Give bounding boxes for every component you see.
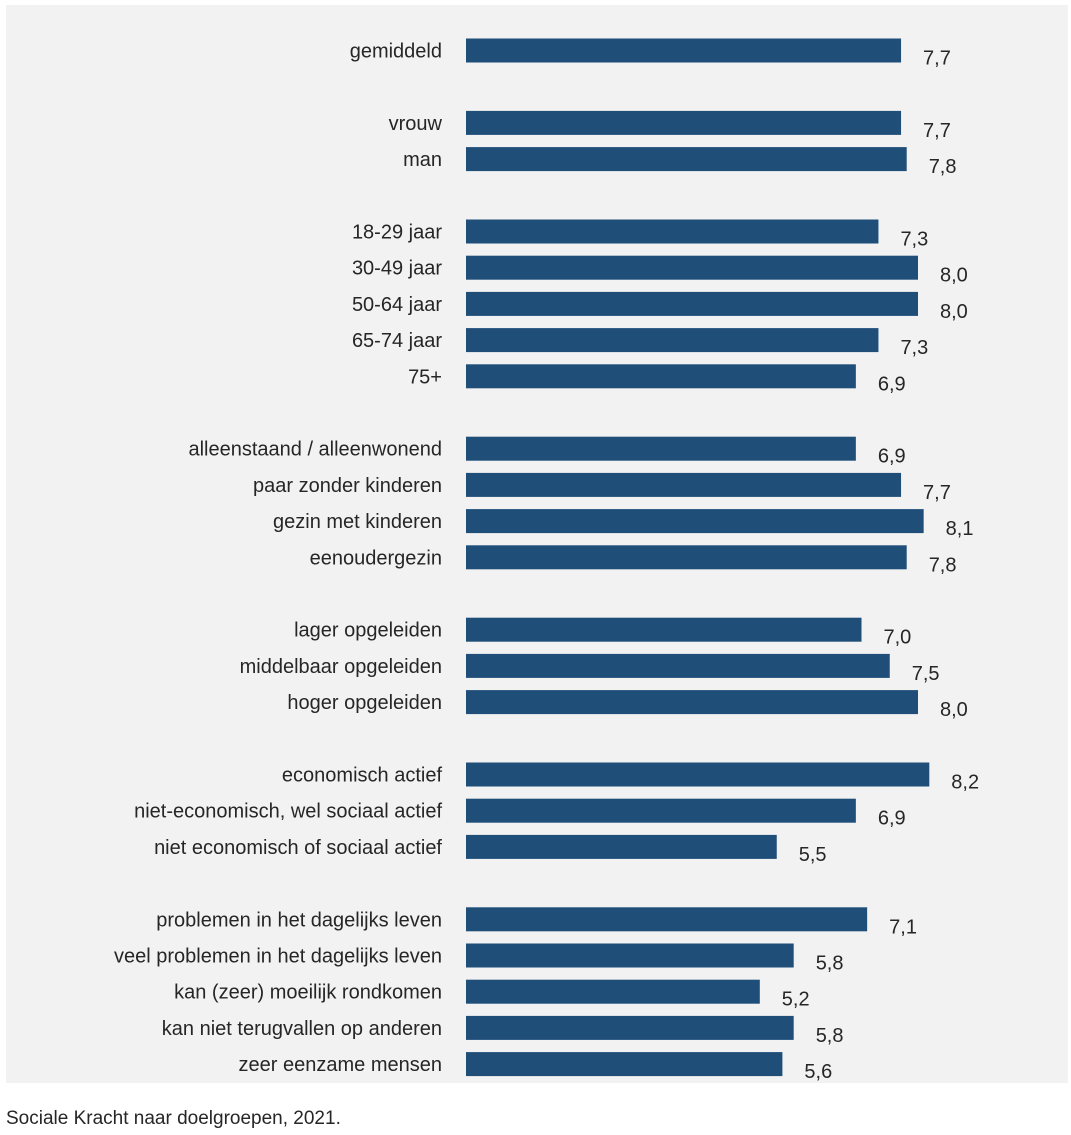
category-label: zeer eenzame mensen bbox=[239, 1054, 442, 1076]
bar bbox=[466, 328, 879, 353]
value-label: 7,5 bbox=[912, 663, 940, 685]
value-label: 6,9 bbox=[878, 808, 906, 830]
value-label: 8,0 bbox=[940, 699, 968, 721]
value-label: 8,2 bbox=[951, 772, 979, 794]
category-label: problemen in het dagelijks leven bbox=[156, 909, 442, 931]
bar bbox=[466, 255, 918, 280]
bar bbox=[466, 472, 902, 497]
bar bbox=[466, 943, 794, 968]
category-label: kan niet terugvallen op anderen bbox=[162, 1018, 442, 1040]
category-label: alleenstaand / alleenwonend bbox=[188, 439, 442, 461]
value-label: 7,7 bbox=[923, 482, 951, 504]
bar bbox=[466, 690, 918, 715]
category-label: niet economisch of sociaal actief bbox=[154, 837, 442, 859]
value-label: 8,0 bbox=[940, 265, 968, 287]
bar bbox=[466, 436, 856, 461]
category-label: 65-74 jaar bbox=[352, 330, 442, 352]
category-label: gezin met kinderen bbox=[273, 511, 442, 533]
bar bbox=[466, 110, 902, 135]
value-label: 7,0 bbox=[884, 627, 912, 649]
bar bbox=[466, 364, 856, 389]
value-label: 7,3 bbox=[900, 337, 928, 359]
bar bbox=[466, 1052, 783, 1077]
category-label: kan (zeer) moeilijk rondkomen bbox=[174, 982, 442, 1004]
bar bbox=[466, 219, 879, 244]
value-label: 5,8 bbox=[816, 953, 844, 975]
value-label: 7,7 bbox=[923, 48, 951, 70]
value-label: 6,9 bbox=[878, 373, 906, 395]
bar bbox=[466, 617, 862, 642]
category-label: 50-64 jaar bbox=[352, 294, 442, 316]
bar bbox=[466, 38, 902, 63]
chart-caption: Sociale Kracht naar doelgroepen, 2021. bbox=[6, 1108, 341, 1129]
value-label: 7,3 bbox=[900, 229, 928, 251]
value-label: 7,1 bbox=[889, 916, 917, 938]
value-label: 5,5 bbox=[799, 844, 827, 866]
category-label: gemiddeld bbox=[350, 41, 442, 63]
category-label: hoger opgeleiden bbox=[287, 692, 442, 714]
category-label: lager opgeleiden bbox=[294, 620, 442, 642]
category-label: 75+ bbox=[408, 366, 442, 388]
bar bbox=[466, 1015, 794, 1040]
category-label: 30-49 jaar bbox=[352, 258, 442, 280]
category-label: niet-economisch, wel sociaal actief bbox=[134, 801, 442, 823]
category-label: veel problemen in het dagelijks leven bbox=[114, 946, 442, 968]
chart-panel: gemiddeld 7,7 vrouw 7,7 man 7,8 18-29 jaar 7,3 3… bbox=[6, 5, 1068, 1083]
bar bbox=[466, 907, 868, 932]
category-label: middelbaar opgeleiden bbox=[240, 656, 442, 678]
value-label: 7,7 bbox=[923, 120, 951, 142]
bar bbox=[466, 509, 924, 534]
bar bbox=[466, 653, 890, 678]
value-label: 7,8 bbox=[929, 156, 957, 178]
value-label: 8,0 bbox=[940, 301, 968, 323]
bar bbox=[466, 798, 856, 823]
value-label: 6,9 bbox=[878, 446, 906, 468]
category-label: paar zonder kinderen bbox=[253, 475, 442, 497]
category-label: vrouw bbox=[389, 113, 443, 135]
value-label: 5,8 bbox=[816, 1025, 844, 1047]
bar bbox=[466, 979, 760, 1004]
category-label: 18-29 jaar bbox=[352, 222, 442, 244]
value-label: 8,1 bbox=[946, 518, 974, 540]
bar bbox=[466, 834, 777, 859]
bar bbox=[466, 545, 907, 570]
value-label: 5,2 bbox=[782, 989, 810, 1011]
value-label: 7,8 bbox=[929, 554, 957, 576]
bar-chart: gemiddeld 7,7 vrouw 7,7 man 7,8 18-29 jaar 7,3 3… bbox=[114, 38, 979, 1083]
category-label: man bbox=[403, 149, 442, 171]
bar bbox=[466, 762, 930, 787]
category-label: eenoudergezin bbox=[310, 547, 442, 569]
bar bbox=[466, 147, 907, 172]
category-label: economisch actief bbox=[282, 765, 443, 787]
value-label: 5,6 bbox=[804, 1061, 832, 1083]
bar bbox=[466, 291, 918, 316]
